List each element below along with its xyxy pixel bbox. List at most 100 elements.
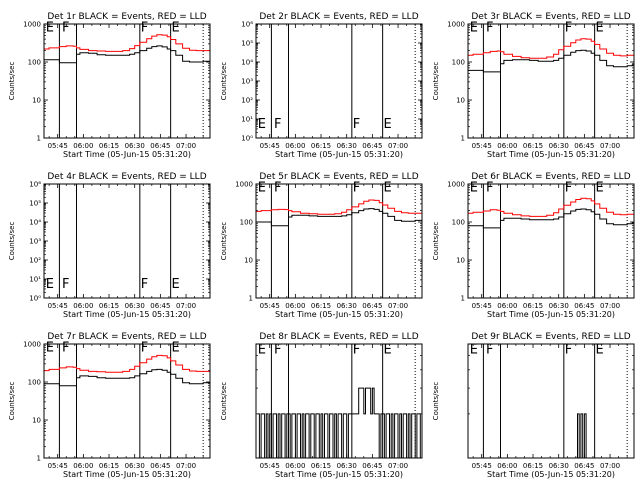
- x-tick-label: 05:45: [260, 302, 280, 310]
- y-tick-label: 10³: [29, 238, 41, 246]
- x-tick-label: 06:30: [549, 462, 569, 470]
- x-tick-label: 06:45: [150, 142, 170, 150]
- y-tick-label: 10⁵: [241, 40, 253, 48]
- x-tick-label: 06:00: [73, 462, 93, 470]
- y-tick-label: 10⁴: [29, 219, 41, 227]
- y-tick-label: 10⁵: [29, 200, 41, 208]
- annotation-label: E: [46, 277, 54, 292]
- x-tick-label: 06:30: [125, 462, 145, 470]
- y-tick-label: 10¹: [29, 276, 41, 284]
- y-axis-label: Counts/sec: [220, 62, 228, 101]
- y-tick-label: 10: [244, 257, 253, 265]
- plot-frame: [255, 183, 423, 299]
- x-tick-label: 05:45: [472, 302, 492, 310]
- y-tick-label: 10⁰: [241, 135, 253, 143]
- plot-frame: [467, 183, 635, 299]
- annotation-label: E: [470, 181, 478, 196]
- subplot-det-2: Det 2r BLACK = Events, RED = LLD Counts/s…: [220, 12, 423, 159]
- plot-frame: [255, 343, 423, 459]
- x-tick-label: 06:45: [574, 142, 594, 150]
- annotation-label: F: [62, 277, 69, 292]
- x-tick-label: 05:45: [260, 462, 280, 470]
- subplot-title: Det 9r BLACK = Events, RED = LLD: [471, 332, 630, 342]
- subplot-det-6: Det 6r BLACK = Events, RED = LLD Counts/s…: [432, 172, 635, 319]
- y-tick-label: 1: [37, 455, 41, 463]
- y-tick-label: 1: [37, 135, 41, 143]
- series-events-line: [575, 413, 588, 459]
- y-tick-label: 100: [452, 219, 465, 227]
- x-tick-label: 06:15: [99, 142, 119, 150]
- y-tick-label: 1000: [23, 341, 41, 349]
- x-tick-label: 06:30: [337, 302, 357, 310]
- x-tick-label: 06:45: [574, 302, 594, 310]
- annotation-label: E: [171, 277, 179, 292]
- x-tick-label: 07:00: [388, 462, 408, 470]
- x-tick-label: 07:00: [176, 142, 196, 150]
- plot-frame: [467, 23, 635, 139]
- series-lld-line: [256, 199, 422, 215]
- y-tick-label: 1000: [23, 21, 41, 29]
- annotation-label: E: [470, 21, 478, 36]
- x-tick-label: 07:00: [600, 142, 620, 150]
- annotation-label: E: [258, 117, 266, 132]
- y-tick-label: 10²: [29, 257, 41, 265]
- x-tick-label: 05:45: [48, 142, 68, 150]
- x-tick-label: 06:15: [523, 302, 543, 310]
- x-tick-label: 06:30: [125, 142, 145, 150]
- x-tick-label: 06:00: [497, 462, 517, 470]
- annotation-label: E: [383, 117, 391, 132]
- x-tick-label: 05:45: [48, 302, 68, 310]
- x-tick-label: 06:30: [337, 142, 357, 150]
- x-tick-label: 07:00: [600, 302, 620, 310]
- x-tick-label: 06:30: [337, 462, 357, 470]
- x-tick-label: 06:30: [549, 302, 569, 310]
- annotation-label: F: [141, 277, 148, 292]
- x-axis-label: Start Time (05-Jun-15 05:31:20): [487, 150, 615, 159]
- annotation-label: E: [171, 341, 179, 356]
- y-axis-label: Counts/sec: [8, 382, 16, 421]
- y-axis-label: Counts/sec: [8, 222, 16, 261]
- x-tick-label: 06:30: [125, 302, 145, 310]
- x-tick-label: 06:15: [311, 142, 331, 150]
- x-tick-label: 06:45: [362, 462, 382, 470]
- y-tick-label: 10⁰: [29, 295, 41, 303]
- subplot-det-4: Det 4r BLACK = Events, RED = LLD Counts/s…: [8, 172, 211, 319]
- y-tick-label: 100: [240, 219, 253, 227]
- annotation-label: F: [486, 21, 493, 36]
- series-events-line: [257, 387, 422, 459]
- subplot-title: Det 5r BLACK = Events, RED = LLD: [259, 172, 418, 182]
- plot-frame: [467, 343, 635, 459]
- annotation-label: F: [62, 21, 69, 36]
- x-tick-label: 06:45: [574, 462, 594, 470]
- x-tick-label: 06:45: [362, 142, 382, 150]
- y-tick-label: 10²: [241, 97, 253, 105]
- x-tick-label: 07:00: [176, 462, 196, 470]
- y-tick-label: 10: [456, 97, 465, 105]
- subplot-det-3: Det 3r BLACK = Events, RED = LLD Counts/s…: [432, 12, 635, 159]
- y-axis-label: Counts/sec: [220, 382, 228, 421]
- x-tick-label: 05:45: [472, 462, 492, 470]
- y-tick-label: 1: [461, 295, 465, 303]
- subplot-det-1: Det 1r BLACK = Events, RED = LLD Counts/s…: [8, 12, 211, 159]
- y-tick-label: 100: [452, 59, 465, 67]
- x-tick-label: 06:15: [311, 462, 331, 470]
- series-events-line: [468, 208, 634, 229]
- subplot-title: Det 8r BLACK = Events, RED = LLD: [259, 332, 418, 342]
- x-axis-label: Start Time (05-Jun-15 05:31:20): [63, 150, 191, 159]
- annotation-label: E: [258, 181, 266, 196]
- x-axis-label: Start Time (05-Jun-15 05:31:20): [63, 470, 191, 479]
- x-tick-label: 06:00: [73, 302, 93, 310]
- x-tick-label: 06:00: [285, 142, 305, 150]
- x-tick-label: 06:00: [285, 302, 305, 310]
- y-tick-label: 1: [461, 135, 465, 143]
- x-axis-label: Start Time (05-Jun-15 05:31:20): [487, 310, 615, 319]
- x-tick-label: 06:15: [99, 462, 119, 470]
- x-tick-label: 06:00: [73, 142, 93, 150]
- y-tick-label: 10: [32, 97, 41, 105]
- x-tick-label: 06:30: [549, 142, 569, 150]
- x-tick-label: 06:00: [497, 142, 517, 150]
- plot-frame: [43, 23, 211, 139]
- x-axis-label: Start Time (05-Jun-15 05:31:20): [63, 310, 191, 319]
- annotation-label: E: [595, 21, 603, 36]
- series-lld-line: [468, 38, 634, 59]
